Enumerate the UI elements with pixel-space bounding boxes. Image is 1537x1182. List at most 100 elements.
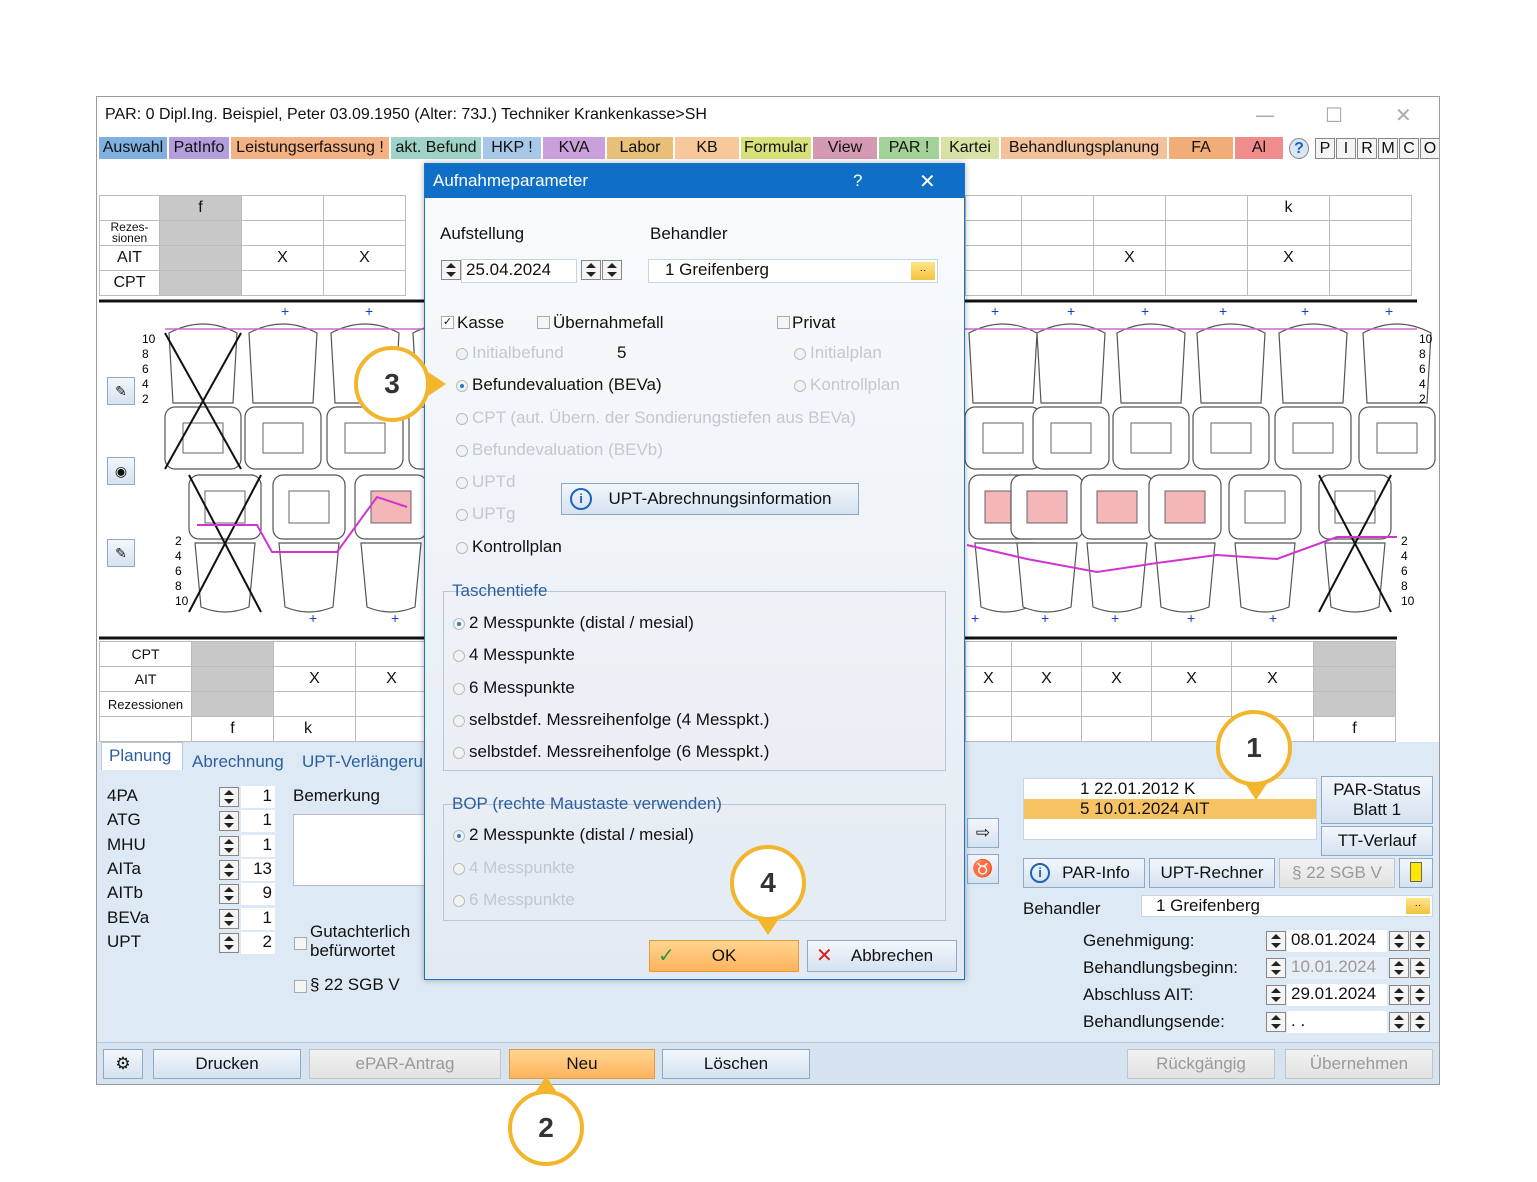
menu-tab[interactable]: HKP ! — [483, 137, 541, 159]
counter-value[interactable]: 1 — [241, 786, 275, 808]
option-radio[interactable] — [456, 348, 468, 360]
edit-icon[interactable]: ✎ — [107, 377, 135, 405]
month-spinner[interactable] — [1410, 985, 1430, 1005]
taschentiefe-radio[interactable] — [453, 714, 465, 727]
bop-radio[interactable] — [453, 830, 465, 842]
kasse-checkbox[interactable]: ✓ — [441, 316, 454, 329]
upt-rechner-button[interactable]: UPT-Rechner — [1149, 858, 1275, 888]
maximize-button[interactable]: ☐ — [1325, 103, 1343, 127]
menu-tab[interactable]: PatInfo — [169, 137, 229, 159]
menu-tab[interactable]: akt. Befund — [391, 137, 481, 159]
upt-info-button[interactable]: i UPT-Abrechnungsinformation — [561, 483, 859, 515]
day-spinner[interactable] — [1389, 1012, 1409, 1032]
date-spinner[interactable] — [1266, 931, 1286, 951]
dialog-behandler-select[interactable]: 1 Greifenberg ‥ — [648, 259, 938, 283]
day-spinner[interactable] — [1389, 958, 1409, 978]
behandler-select[interactable]: 1 Greifenberg ‥ — [1141, 895, 1433, 917]
menu-tab[interactable]: KB — [675, 137, 739, 159]
tooth-icon[interactable]: ♉ — [967, 854, 999, 884]
bop-radio[interactable] — [453, 895, 465, 907]
toolbar-letter-button[interactable]: R — [1357, 138, 1377, 159]
toolbar-letter-button[interactable]: P — [1315, 138, 1335, 159]
bemerkung-field[interactable] — [293, 814, 427, 886]
close-button[interactable]: ✕ — [1395, 103, 1412, 127]
drucken-button[interactable]: Drucken — [153, 1049, 301, 1079]
menu-tab[interactable]: Auswahl — [99, 137, 167, 159]
toolbar-letter-button[interactable]: I — [1336, 138, 1356, 159]
option-radio[interactable] — [794, 348, 806, 360]
date-field[interactable]: 29.01.2024 — [1287, 984, 1387, 1006]
dialog-close-button[interactable]: ✕ — [919, 171, 936, 193]
day-spinner[interactable] — [1389, 931, 1409, 951]
date-spinner[interactable] — [1266, 985, 1286, 1005]
counter-value[interactable]: 1 — [241, 907, 275, 930]
option-radio[interactable] — [456, 542, 468, 554]
option-radio[interactable] — [456, 380, 468, 392]
uebernehmen-button[interactable]: Übernehmen — [1285, 1049, 1433, 1079]
date-field[interactable]: . . — [1287, 1011, 1387, 1033]
menu-tab[interactable]: View — [813, 137, 877, 159]
aufstellung-date-field[interactable]: 25.04.2024 — [461, 259, 577, 283]
date-spinner[interactable] — [1266, 958, 1286, 978]
neu-button[interactable]: Neu — [509, 1049, 655, 1079]
edit-icon[interactable]: ✎ — [107, 539, 135, 567]
uebernahmefall-checkbox[interactable] — [537, 316, 550, 329]
counter-spinner[interactable] — [219, 835, 239, 856]
menu-tab[interactable]: Leistungserfassung ! — [231, 137, 389, 159]
status-item-selected[interactable]: 5 10.01.2024 AIT — [1024, 799, 1316, 819]
privat-checkbox[interactable] — [777, 316, 790, 329]
tt-verlauf-button[interactable]: TT-Verlauf — [1321, 826, 1433, 856]
month-spinner[interactable] — [1410, 958, 1430, 978]
counter-spinner[interactable] — [219, 811, 239, 832]
option-radio[interactable] — [456, 413, 468, 425]
menu-tab[interactable]: FA — [1169, 137, 1233, 159]
menu-tab[interactable]: Formular — [741, 137, 811, 159]
dropdown-icon[interactable]: ‥ — [911, 262, 935, 280]
option-radio[interactable] — [456, 509, 468, 521]
menu-tab[interactable]: KVA — [543, 137, 605, 159]
abbrechen-button[interactable]: ✕ Abbrechen — [807, 940, 957, 972]
menu-tab[interactable]: Kartei — [941, 137, 999, 159]
gutachterlich-checkbox[interactable] — [294, 937, 307, 950]
month-spinner[interactable] — [1410, 931, 1430, 951]
counter-value[interactable]: 13 — [241, 858, 275, 881]
menu-tab[interactable]: Labor — [607, 137, 673, 159]
tab-upt-verlaengerung[interactable]: UPT-Verlängeru — [302, 752, 423, 771]
option-radio[interactable] — [456, 477, 468, 489]
help-icon[interactable]: ? — [1289, 138, 1309, 159]
minimize-button[interactable]: — — [1255, 103, 1275, 127]
taschentiefe-radio[interactable] — [453, 682, 465, 695]
counter-value[interactable]: 2 — [241, 931, 275, 954]
par-status-button[interactable]: PAR-Status Blatt 1 — [1321, 776, 1433, 824]
sgb-button[interactable]: § 22 SGB V — [1279, 858, 1395, 888]
counter-spinner[interactable] — [219, 859, 239, 880]
month-spinner[interactable] — [602, 260, 622, 280]
globe-icon[interactable]: ◉ — [107, 457, 135, 485]
arrow-right-icon[interactable]: ⇨ — [967, 818, 999, 848]
option-radio[interactable] — [794, 380, 806, 392]
date-spinner[interactable] — [1266, 1012, 1286, 1032]
option-radio[interactable] — [456, 445, 468, 457]
help-button[interactable]: ? — [853, 171, 863, 190]
day-spinner[interactable] — [1389, 985, 1409, 1005]
rueckgaengig-button[interactable]: Rückgängig — [1127, 1049, 1275, 1079]
tab-planung[interactable]: Planung — [109, 746, 172, 765]
bop-radio[interactable] — [453, 862, 465, 875]
tab-abrechnung[interactable]: Abrechnung — [192, 752, 284, 771]
date-field[interactable]: 08.01.2024 — [1287, 930, 1387, 952]
sgb-checkbox[interactable] — [294, 980, 307, 993]
taschentiefe-radio[interactable] — [453, 747, 465, 760]
par-info-button[interactable]: i PAR-Info — [1023, 858, 1145, 888]
ok-button[interactable]: ✓ OK — [649, 940, 799, 972]
status-item[interactable]: 1 22.01.2012 K — [1080, 779, 1196, 798]
menu-tab[interactable]: Al — [1235, 137, 1283, 159]
day-spinner[interactable] — [581, 260, 601, 280]
toolbar-letter-button[interactable]: C — [1399, 138, 1419, 159]
date-spinner[interactable] — [441, 260, 461, 280]
gear-icon[interactable]: ⚙ — [103, 1049, 143, 1079]
counter-value[interactable]: 9 — [241, 883, 275, 906]
epar-antrag-button[interactable]: ePAR-Antrag — [309, 1049, 501, 1079]
counter-spinner[interactable] — [219, 884, 239, 905]
toolbar-letter-button[interactable]: O — [1420, 138, 1439, 159]
counter-spinner[interactable] — [219, 908, 239, 929]
